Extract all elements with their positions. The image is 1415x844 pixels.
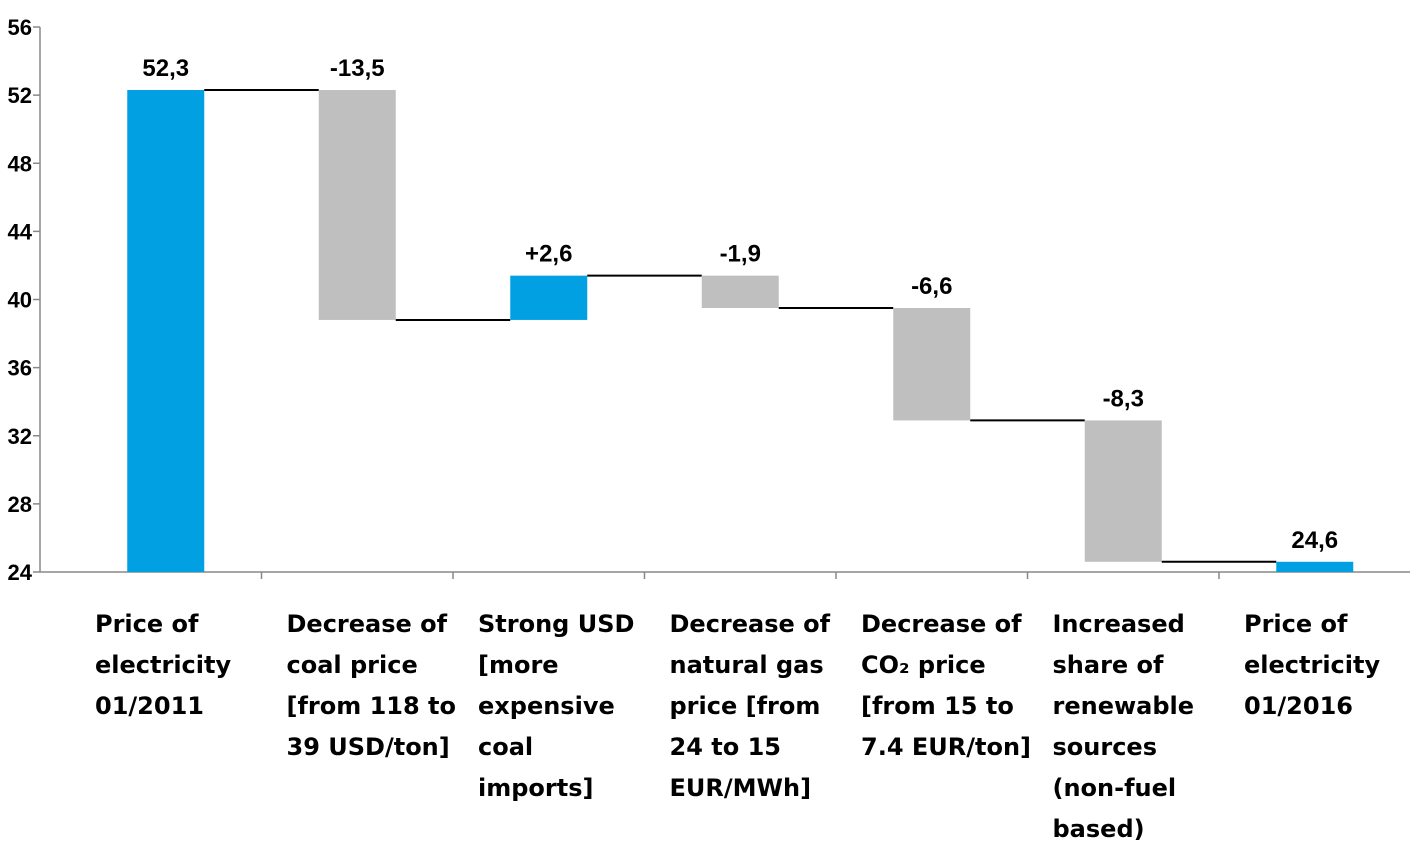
- y-tick-label: 52: [8, 83, 32, 108]
- data-label: +2,6: [525, 241, 572, 268]
- y-tick-label: 28: [8, 492, 32, 517]
- bar: [127, 90, 205, 572]
- bar: [1276, 561, 1354, 572]
- y-tick-label: 36: [8, 356, 32, 381]
- y-tick-label: 40: [8, 288, 32, 313]
- bar: [893, 308, 971, 421]
- y-tick-label: 24: [8, 560, 33, 585]
- y-tick-label: 32: [8, 424, 32, 449]
- x-tick-label: Strong USD [more expensive coal imports]: [478, 610, 635, 802]
- data-label: -1,9: [720, 241, 761, 268]
- bar: [510, 275, 588, 320]
- x-tick-label: Price of electricity 01/2016: [1244, 610, 1381, 720]
- data-label: -6,6: [911, 273, 952, 300]
- bar: [701, 275, 779, 309]
- y-tick-label: 56: [8, 15, 32, 40]
- x-tick-label: Price of electricity 01/2011: [95, 610, 232, 720]
- data-label: -13,5: [330, 55, 385, 82]
- x-tick-label: Decrease of natural gas price [from 24 t…: [669, 610, 831, 802]
- data-label: 52,3: [142, 55, 189, 82]
- data-label: -8,3: [1103, 385, 1144, 412]
- bar: [318, 90, 396, 320]
- x-tick-label: Decrease of coal price [from 118 to 39 U…: [286, 610, 457, 761]
- y-tick-label: 48: [8, 151, 32, 176]
- y-tick-label: 44: [8, 219, 33, 244]
- x-tick-label: Decrease of CO₂ price [from 15 to 7.4 EU…: [861, 610, 1032, 761]
- bar: [1084, 420, 1162, 562]
- data-label: 24,6: [1291, 527, 1338, 554]
- x-tick-label: Increased share of renewable sources (no…: [1052, 610, 1195, 843]
